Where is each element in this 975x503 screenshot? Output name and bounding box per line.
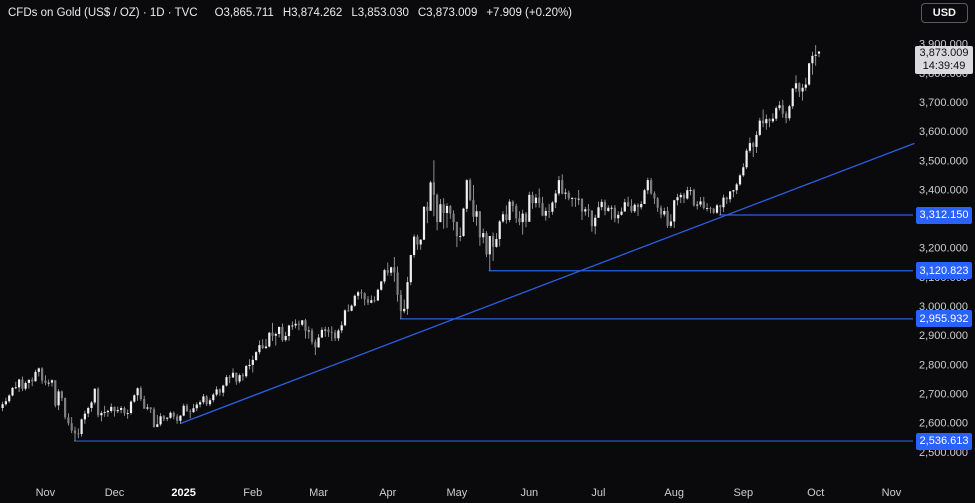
time-axis[interactable]: Nov Dec 2025 Feb Mar Apr May Jun Jul Aug Sep Oct Nov — [36, 487, 902, 499]
support-level-lines — [74, 214, 913, 442]
time-axis-label: Aug — [664, 487, 684, 499]
time-axis-label: Mar — [309, 487, 328, 499]
price-axis-label: 3,200.000 — [919, 243, 968, 255]
time-axis-label: Nov — [882, 487, 902, 499]
time-axis-label: Dec — [105, 487, 125, 499]
time-axis-label: Jun — [520, 487, 538, 499]
time-axis-label: 2025 — [171, 487, 195, 499]
ohlc-open: O3,865.711 — [214, 7, 274, 19]
candlestick-series[interactable] — [1, 45, 821, 442]
ohlc-low: L3,853.030 — [351, 7, 409, 19]
price-change: +7.909 (+0.20%) — [486, 7, 573, 19]
time-axis-label: Feb — [243, 487, 262, 499]
ascending-trendline[interactable] — [180, 142, 915, 425]
ohlc-close: C3,873.009 — [417, 7, 478, 19]
time-axis-label: Sep — [734, 487, 754, 499]
symbol-title[interactable]: CFDs on Gold (US$ / OZ) · 1D · TVC — [8, 7, 198, 19]
price-axis-label: 3,900.000 — [919, 39, 968, 51]
time-axis-label: Nov — [36, 487, 56, 499]
up-candles — [1, 51, 821, 434]
price-axis-label: 3,600.000 — [919, 126, 968, 138]
currency-button[interactable]: USD — [920, 3, 968, 23]
price-axis-label: 2,500.000 — [919, 447, 968, 459]
candle-wicks — [2, 45, 820, 442]
time-axis-label: Jul — [591, 487, 605, 499]
price-axis[interactable]: 3,900.000 3,800.000 3,700.000 3,600.000 3,50… — [919, 39, 968, 459]
price-axis-label: 2,700.000 — [919, 388, 968, 400]
price-axis-label: 3,700.000 — [919, 97, 968, 109]
price-axis-label: 3,400.000 — [919, 184, 968, 196]
time-axis-label: Apr — [379, 487, 396, 499]
price-axis-label: 2,900.000 — [919, 330, 968, 342]
price-axis-label: 3,300.000 — [919, 214, 968, 226]
price-axis-label: 3,500.000 — [919, 155, 968, 167]
time-axis-label: Oct — [807, 487, 824, 499]
time-axis-label: May — [447, 487, 468, 499]
price-axis-label: 3,000.000 — [919, 301, 968, 313]
chart-legend: CFDs on Gold (US$ / OZ) · 1D · TVC O3,865… — [8, 6, 572, 20]
price-axis-label: 3,100.000 — [919, 272, 968, 284]
price-axis-label: 2,800.000 — [919, 359, 968, 371]
price-axis-label: 2,600.000 — [919, 418, 968, 430]
price-axis-label: 3,800.000 — [919, 68, 968, 80]
ohlc-high: H3,874.262 — [282, 7, 343, 19]
